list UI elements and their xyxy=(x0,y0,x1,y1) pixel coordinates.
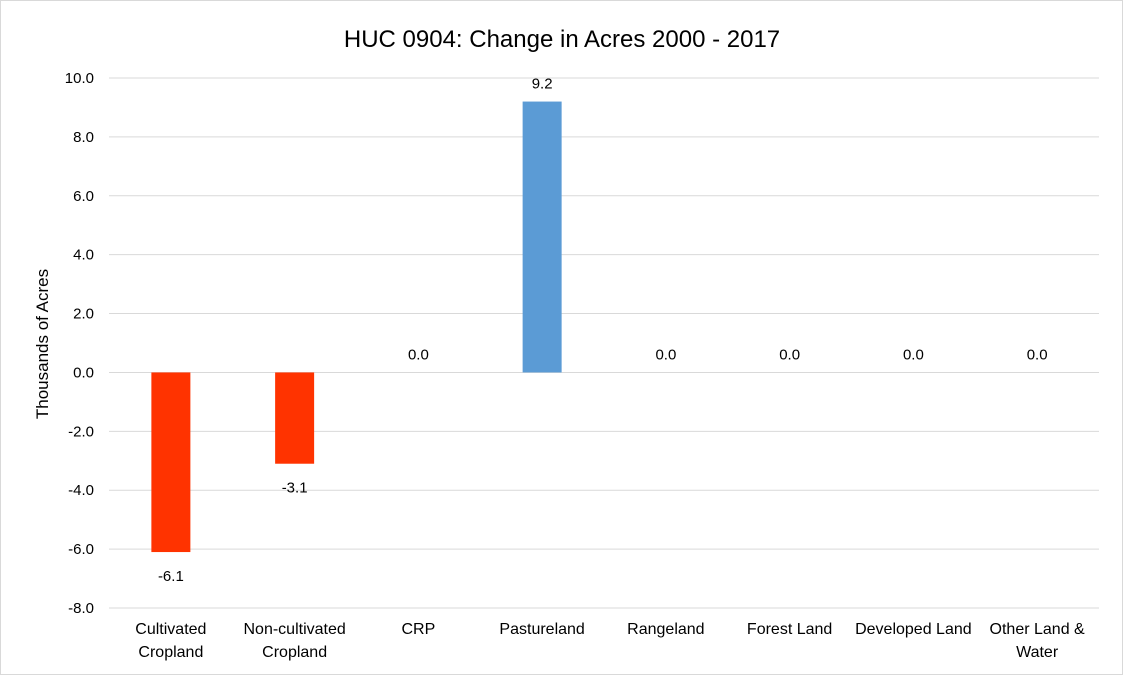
data-label: 0.0 xyxy=(1027,346,1048,363)
data-label: 9.2 xyxy=(532,76,553,93)
x-category-labels: Cultivated Cropland Non-cultivated Cropland… xyxy=(135,621,1085,661)
bar xyxy=(151,372,191,553)
bar xyxy=(275,372,315,464)
gridlines xyxy=(109,77,1099,609)
data-labels: -6.1 -3.1 0.0 9.2 0.0 0.0 0.0 0.0 xyxy=(158,76,1048,585)
x-category-label: Forest Land xyxy=(747,621,832,638)
y-tick-label: 10.0 xyxy=(65,70,94,87)
y-tick-label: -6.0 xyxy=(68,541,94,558)
chart-title: HUC 0904: Change in Acres 2000 - 2017 xyxy=(344,26,780,53)
data-label: 0.0 xyxy=(655,346,676,363)
x-category-label: Developed Land xyxy=(855,621,972,638)
y-tick-label: -2.0 xyxy=(68,423,94,440)
y-axis-label: Thousands of Acres xyxy=(33,269,52,419)
y-tick-label: 0.0 xyxy=(73,364,94,381)
x-category-label: Non-cultivated Cropland xyxy=(243,621,345,661)
data-label: -3.1 xyxy=(282,480,308,497)
bars xyxy=(151,101,562,553)
y-tick-label: 4.0 xyxy=(73,247,94,264)
x-category-label: Cultivated Cropland xyxy=(135,621,206,661)
y-tick-label: -8.0 xyxy=(68,600,94,617)
data-label: 0.0 xyxy=(408,346,429,363)
x-category-label: Other Land & Water xyxy=(990,621,1086,661)
y-tick-labels: -8.0 -6.0 -4.0 -2.0 0.0 2.0 4.0 6.0 8.0 10.0 xyxy=(65,70,94,617)
y-tick-label: -4.0 xyxy=(68,482,94,499)
x-category-label: Pastureland xyxy=(499,621,584,638)
x-category-label: CRP xyxy=(401,621,435,638)
data-label: 0.0 xyxy=(779,346,800,363)
data-label: 0.0 xyxy=(903,346,924,363)
data-label: -6.1 xyxy=(158,568,184,585)
y-tick-label: 2.0 xyxy=(73,306,94,323)
bar xyxy=(522,101,562,373)
y-tick-label: 8.0 xyxy=(73,129,94,146)
x-category-label: Rangeland xyxy=(627,621,704,638)
y-tick-label: 6.0 xyxy=(73,188,94,205)
